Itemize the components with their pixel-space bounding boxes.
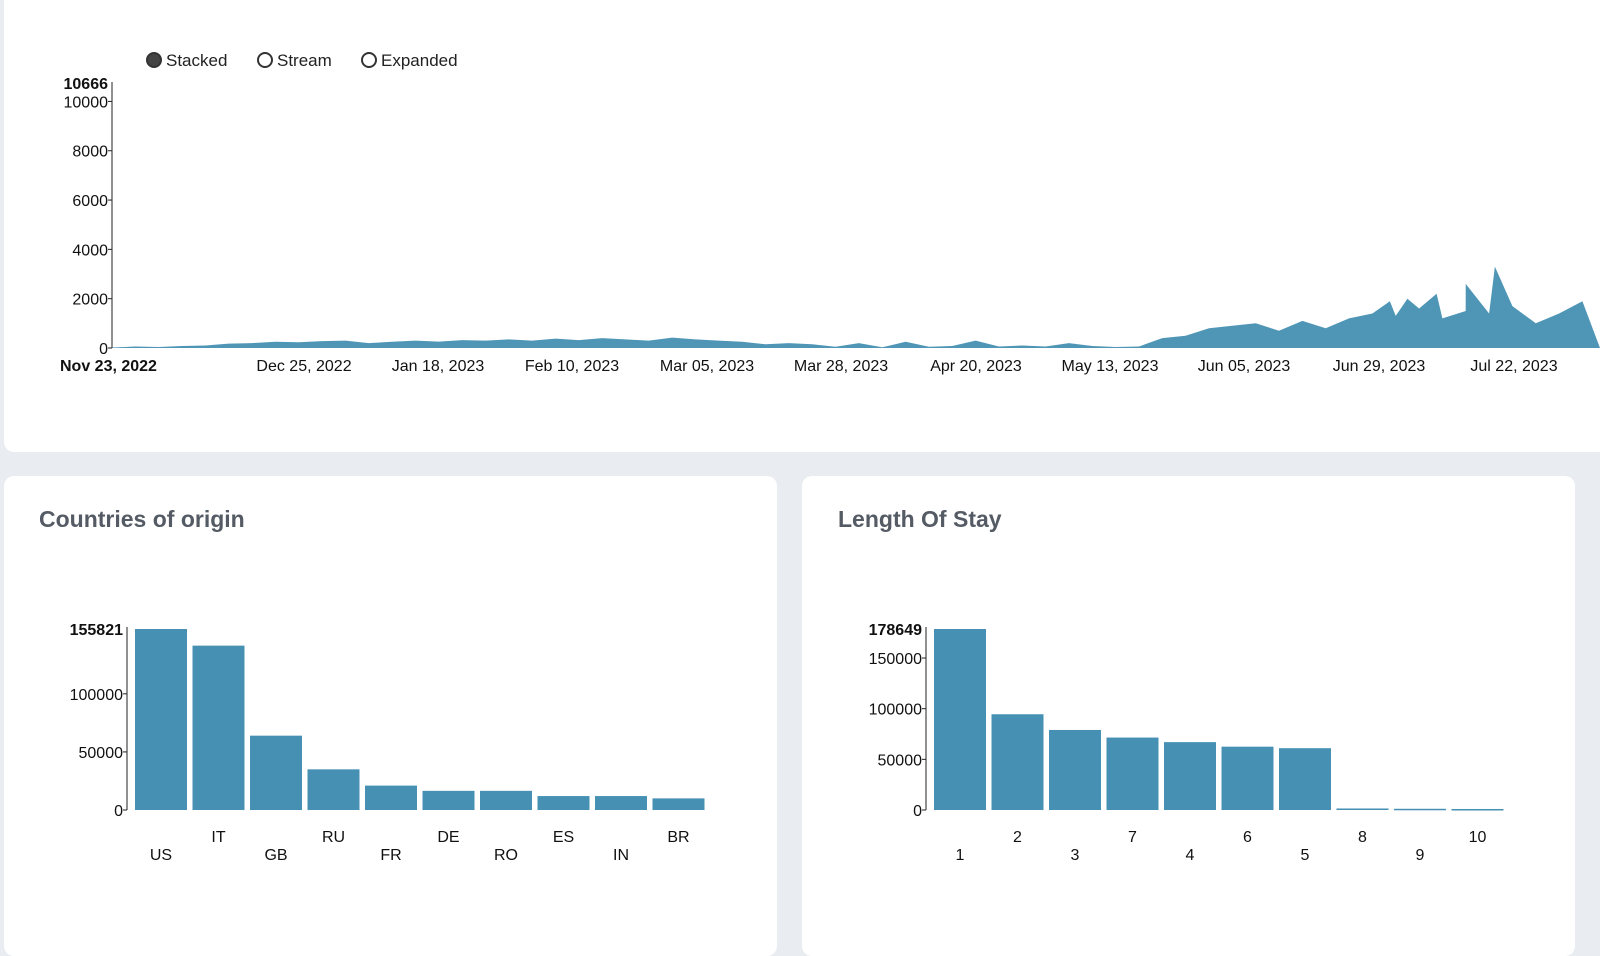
y-max-label: 155821: [70, 622, 123, 639]
bar-4: [1164, 742, 1216, 810]
y-tick-label: 10000: [64, 94, 109, 111]
x-tick-label: 5: [1301, 847, 1310, 864]
y-tick-label: 0: [99, 341, 108, 358]
x-tick-label: US: [150, 847, 172, 864]
stay-card: Length Of Stay: [802, 476, 1575, 956]
bar-1: [934, 629, 986, 810]
x-start-label: Nov 23, 2022: [60, 358, 157, 375]
x-tick-label: 7: [1128, 829, 1137, 846]
x-tick-label: 2: [1013, 829, 1022, 846]
x-tick-label: 4: [1186, 847, 1195, 864]
bar-in: [595, 796, 647, 810]
y-tick-label: 4000: [72, 242, 108, 259]
y-tick-label: 150000: [869, 651, 922, 668]
bar-5: [1279, 748, 1331, 810]
x-tick-label: Jun 29, 2023: [1333, 358, 1426, 375]
y-tick-label: 6000: [72, 193, 108, 210]
x-tick-label: IN: [613, 847, 629, 864]
x-tick-label: 9: [1416, 847, 1425, 864]
x-tick-label: RO: [494, 847, 518, 864]
legend-label: Expanded: [381, 51, 458, 70]
x-tick-label: DE: [437, 829, 459, 846]
area-series: [112, 266, 1600, 348]
bar-10: [1451, 808, 1504, 811]
legend-label: Stream: [277, 51, 332, 70]
y-tick-label: 2000: [72, 292, 108, 309]
legend-label: Stacked: [166, 51, 227, 70]
legend-stream[interactable]: Stream: [257, 51, 332, 70]
x-tick-label: Jul 22, 2023: [1470, 358, 1557, 375]
bar-2: [991, 714, 1044, 810]
bar-fr: [365, 785, 417, 810]
x-tick-label: 6: [1243, 829, 1252, 846]
x-tick-label: Jan 18, 2023: [392, 358, 485, 375]
radio-stream-icon: [257, 52, 273, 68]
bar-6: [1221, 746, 1274, 810]
x-tick-label: Apr 20, 2023: [930, 358, 1022, 375]
bar-us: [135, 629, 187, 810]
bar-de: [422, 790, 475, 810]
bar-it: [192, 645, 245, 810]
countries-title: Countries of origin: [39, 506, 245, 532]
bar-br: [652, 798, 705, 810]
x-tick-label: ES: [553, 829, 574, 846]
bar-gb: [250, 735, 302, 810]
x-tick-label: 10: [1469, 829, 1487, 846]
x-tick-label: RU: [322, 829, 345, 846]
countries-card: Countries of origin: [4, 476, 777, 956]
bar-3: [1049, 729, 1101, 810]
radio-expanded-icon: [361, 52, 377, 68]
y-tick-label: 0: [114, 803, 123, 820]
bar-8: [1336, 808, 1389, 810]
y-max-label: 178649: [869, 622, 922, 639]
bar-9: [1394, 808, 1446, 811]
radio-stacked-icon: [146, 52, 162, 68]
y-tick-label: 50000: [878, 752, 923, 769]
legend-expanded[interactable]: Expanded: [361, 51, 458, 70]
x-tick-label: 1: [956, 847, 965, 864]
y-tick-label: 0: [913, 803, 922, 820]
bar-es: [537, 796, 590, 810]
timeline-card: [4, 0, 1600, 452]
y-tick-label: 8000: [72, 144, 108, 161]
x-tick-label: 8: [1358, 829, 1367, 846]
y-max-label: 10666: [64, 76, 109, 93]
bar-7: [1106, 737, 1159, 810]
x-tick-label: Feb 10, 2023: [525, 358, 619, 375]
legend-stacked[interactable]: Stacked: [146, 51, 227, 70]
x-tick-label: 3: [1071, 847, 1080, 864]
x-tick-label: Jun 05, 2023: [1198, 358, 1291, 375]
x-tick-label: IT: [211, 829, 225, 846]
x-tick-label: Dec 25, 2022: [256, 358, 351, 375]
y-tick-label: 50000: [79, 745, 124, 762]
y-tick-label: 100000: [70, 687, 123, 704]
x-tick-label: May 13, 2023: [1062, 358, 1159, 375]
x-tick-label: GB: [264, 847, 287, 864]
bar-ro: [480, 790, 532, 810]
x-tick-label: BR: [667, 829, 689, 846]
x-tick-label: FR: [380, 847, 401, 864]
bar-ru: [307, 769, 360, 810]
x-tick-label: Mar 05, 2023: [660, 358, 754, 375]
y-tick-label: 100000: [869, 702, 922, 719]
x-tick-label: Mar 28, 2023: [794, 358, 888, 375]
stay-title: Length Of Stay: [838, 506, 1002, 532]
